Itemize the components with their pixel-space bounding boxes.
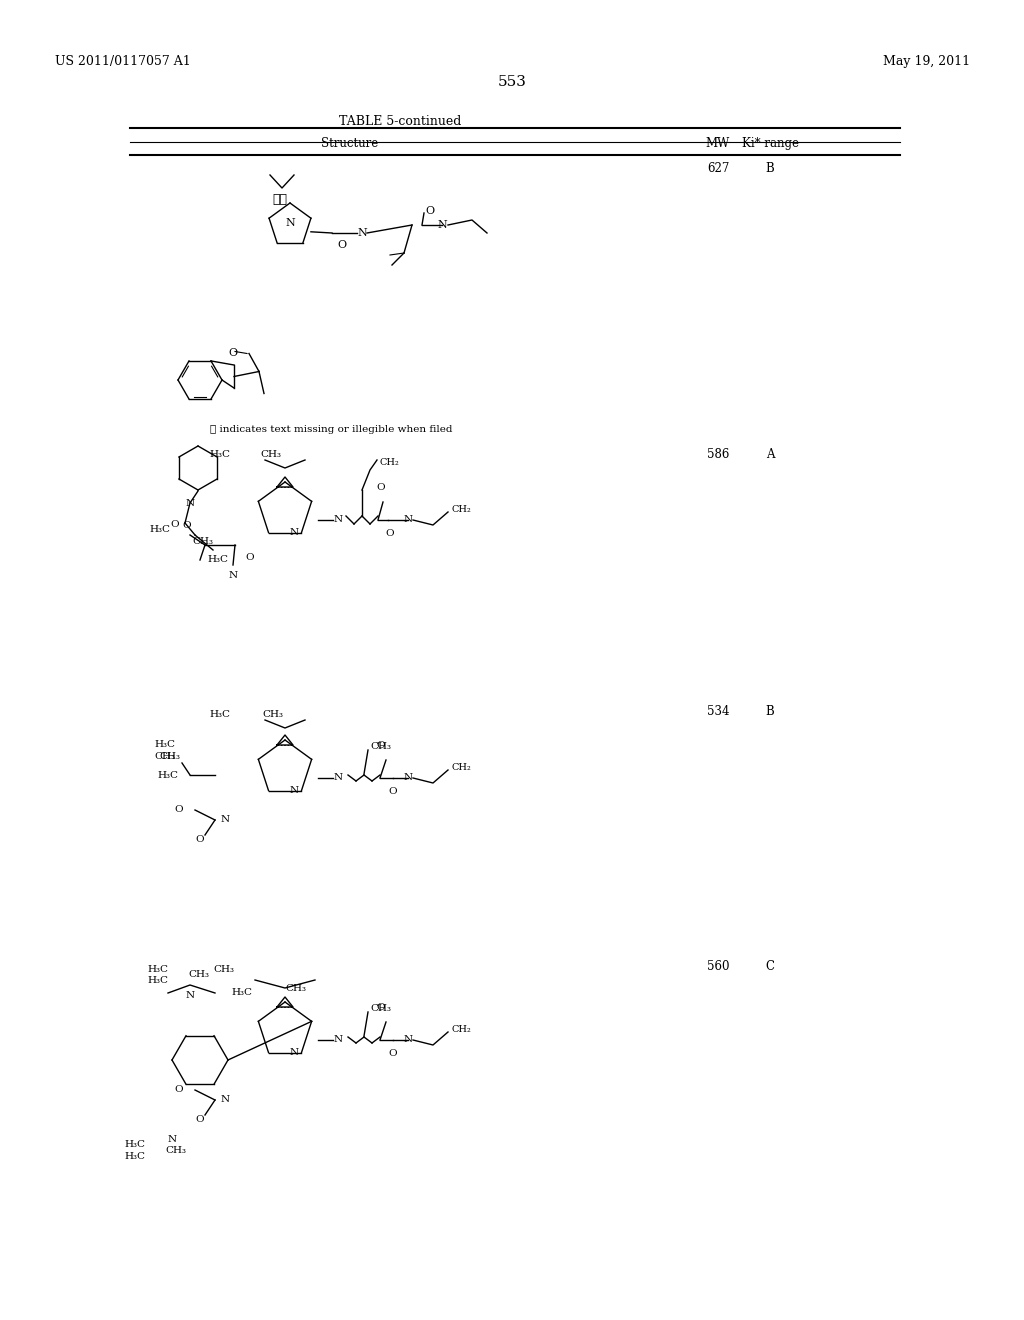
Text: N: N [185,499,195,507]
Text: N: N [285,218,295,228]
Text: MW: MW [706,137,730,150]
Text: CH₃: CH₃ [370,742,391,751]
Text: O: O [377,1003,385,1012]
Text: 553: 553 [498,75,526,88]
Text: N: N [334,516,343,524]
Text: CH₃: CH₃ [260,450,281,459]
Text: N: N [168,1135,176,1144]
Text: CH₃: CH₃ [213,965,234,974]
Text: CH₃: CH₃ [285,983,306,993]
Text: CH₃: CH₃ [193,537,213,546]
Text: H₃C: H₃C [147,975,168,985]
Text: A: A [766,447,774,461]
Text: H₃C: H₃C [207,556,228,565]
Text: May 19, 2011: May 19, 2011 [883,55,970,69]
Text: O: O [228,348,238,359]
Text: CH₂: CH₂ [452,763,472,772]
Text: O: O [389,1049,397,1059]
Text: N: N [334,774,343,783]
Text: O: O [196,1115,205,1125]
Text: N: N [357,228,367,238]
Text: H₃C: H₃C [209,450,230,459]
Text: N: N [437,220,446,230]
Text: H₃C: H₃C [150,525,170,535]
Text: 586: 586 [707,447,729,461]
Text: O: O [196,836,205,845]
Text: US 2011/0117057 A1: US 2011/0117057 A1 [55,55,190,69]
Text: N: N [228,570,238,579]
Text: 627: 627 [707,162,729,176]
Text: N: N [290,787,298,795]
Text: TABLE 5-continued: TABLE 5-continued [339,115,461,128]
Text: CH₃: CH₃ [370,1005,391,1012]
Text: H₃C: H₃C [231,987,252,997]
Text: Ki* range: Ki* range [741,137,799,150]
Text: O: O [389,788,397,796]
Text: H₃C: H₃C [124,1140,145,1148]
Text: CH₂: CH₂ [452,506,472,515]
Text: N: N [220,816,229,825]
Text: O: O [174,805,183,814]
Text: H₃C: H₃C [124,1152,145,1162]
Text: ⓘⓘ: ⓘⓘ [272,193,288,206]
Text: N: N [403,1035,413,1044]
Text: N: N [290,1048,298,1057]
Text: O: O [338,240,346,249]
Text: 534: 534 [707,705,729,718]
Text: N: N [403,774,413,783]
Text: CH₂: CH₂ [452,1026,472,1035]
Text: O: O [377,742,385,751]
Text: ⓘ indicates text missing or illegible when filed: ⓘ indicates text missing or illegible wh… [210,425,453,434]
Text: H₃C: H₃C [154,741,175,748]
Text: H₃C: H₃C [157,771,178,780]
Text: H₃C: H₃C [209,710,230,719]
Text: B: B [766,705,774,718]
Text: H₃C: H₃C [147,965,168,974]
Text: Structure: Structure [322,137,379,150]
Text: CH₃: CH₃ [165,1146,186,1155]
Text: O: O [182,520,191,529]
Text: CH₂: CH₂ [380,458,399,467]
Text: C: C [766,960,774,973]
Text: CH₃: CH₃ [159,752,180,762]
Text: B: B [766,162,774,176]
Text: CH₃: CH₃ [262,710,283,719]
Text: O: O [386,529,394,539]
Text: O: O [425,206,434,216]
Text: N: N [403,516,413,524]
Text: O: O [174,1085,183,1094]
Text: O: O [246,553,254,561]
Text: N: N [334,1035,343,1044]
Text: N: N [185,990,195,999]
Text: 560: 560 [707,960,729,973]
Text: N: N [220,1096,229,1105]
Text: N: N [290,528,298,537]
Text: O: O [377,483,385,492]
Text: CH₃: CH₃ [188,970,209,979]
Text: CH₃: CH₃ [154,752,175,762]
Text: O: O [171,520,179,529]
